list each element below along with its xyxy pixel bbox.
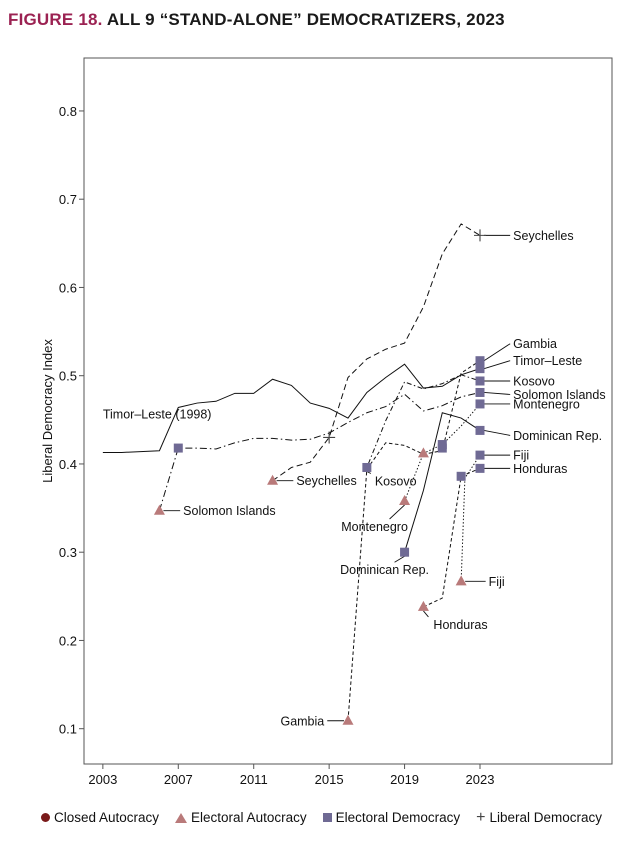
triangle-marker [455, 575, 467, 586]
square-marker [475, 387, 485, 397]
label-leader [483, 343, 511, 362]
chart-axes: 0.1 0.2 0.3 0.4 0.5 0.6 0.7 0.8 2003 2007 2011 2015… [40, 57, 613, 787]
label-leader [423, 610, 429, 618]
square-marker [437, 443, 447, 453]
series-label: Montenegro [513, 397, 580, 411]
series-line [272, 223, 481, 482]
legend-item-electoral-autocracy: Electoral Autocracy [175, 810, 307, 825]
series-line [102, 363, 481, 453]
legend-item-liberal-democracy: + Liberal Democracy [476, 808, 603, 826]
label-leader [394, 555, 405, 563]
series-label: Seychelles [296, 474, 356, 488]
series-lines [102, 223, 481, 721]
square-marker-icon [322, 813, 332, 822]
legend-item-closed-autocracy: Closed Autocracy [40, 810, 160, 825]
series-label: Fiji [489, 575, 505, 589]
square-marker [475, 376, 485, 386]
triangle-marker [153, 504, 165, 515]
legend-item-electoral-democracy: Electoral Democracy [322, 810, 461, 825]
y-axis-label: Liberal Democracy Index [40, 339, 55, 483]
triangle-marker [417, 447, 429, 458]
y-tick-label: 0.7 [59, 192, 77, 207]
legend-label: Electoral Autocracy [191, 810, 307, 825]
series-label: Kosovo [513, 374, 555, 388]
legend-label: Liberal Democracy [489, 810, 603, 825]
series-label: Gambia [280, 714, 324, 728]
plot-frame [83, 57, 613, 765]
series-label: Timor–Leste (1998) [103, 407, 212, 421]
square-marker [475, 463, 485, 473]
series-label: Solomon Islands [513, 388, 605, 402]
triangle-marker [399, 495, 411, 506]
series-label: Montenegro [341, 520, 408, 534]
series-label: Timor–Leste [513, 354, 582, 368]
plus-marker [474, 229, 486, 242]
square-marker [362, 462, 372, 472]
series-label: Honduras [433, 618, 487, 632]
series-line [404, 412, 481, 553]
series-markers [153, 229, 486, 725]
series-line [158, 391, 481, 511]
series-line [423, 467, 481, 608]
square-marker [475, 450, 485, 460]
x-tick-label: 2023 [466, 772, 495, 787]
y-tick-label: 0.8 [59, 104, 77, 119]
series-label: Gambia [513, 337, 557, 351]
series-label: Honduras [513, 462, 567, 476]
label-leaders [163, 234, 511, 722]
x-tick-label: 2015 [315, 772, 344, 787]
label-leader [483, 392, 511, 395]
legend-label: Electoral Democracy [335, 810, 461, 825]
y-tick-label: 0.2 [59, 633, 77, 648]
figure-number: FIGURE 18. [8, 10, 103, 29]
square-marker [475, 364, 485, 374]
chart-legend: Closed Autocracy Electoral Autocracy Ele… [0, 808, 643, 826]
label-leader [389, 504, 405, 520]
x-tick-label: 2007 [164, 772, 193, 787]
triangle-marker [417, 600, 429, 611]
x-tick-label: 2019 [390, 772, 419, 787]
series-label: Dominican Rep. [340, 563, 429, 577]
square-marker [475, 425, 485, 435]
series-label: Seychelles [513, 229, 573, 243]
x-tick-label: 2003 [88, 772, 117, 787]
square-marker [400, 547, 410, 557]
series-label: Fiji [513, 449, 529, 463]
series-labels: Timor–Leste (1998) Timor–Leste Solomon Isl… [103, 229, 606, 728]
square-marker [475, 356, 485, 366]
label-leader [483, 360, 511, 370]
y-tick-label: 0.3 [59, 545, 77, 560]
label-leader [483, 429, 511, 436]
series-line [347, 360, 481, 721]
figure-title: FIGURE 18. ALL 9 “STAND-ALONE” DEMOCRATI… [8, 10, 505, 30]
y-tick-label: 0.5 [59, 369, 77, 384]
triangle-marker [342, 714, 354, 725]
square-marker [456, 471, 466, 481]
plus-marker [323, 431, 336, 444]
figure-title-text: ALL 9 “STAND-ALONE” DEMOCRATIZERS, 2023 [106, 10, 505, 29]
triangle-marker [267, 474, 279, 485]
legend-label: Closed Autocracy [53, 810, 160, 825]
series-label: Dominican Rep. [513, 429, 602, 443]
series-label: Solomon Islands [183, 504, 275, 518]
y-tick-label: 0.4 [59, 457, 77, 472]
square-marker [173, 443, 183, 453]
circle-marker-icon [40, 813, 50, 822]
x-tick-label: 2011 [240, 772, 268, 787]
plus-marker-icon: + [476, 808, 486, 826]
series-label: Kosovo [375, 474, 417, 488]
y-tick-label: 0.6 [59, 280, 77, 295]
y-tick-label: 0.1 [59, 722, 77, 737]
square-marker [475, 399, 485, 409]
triangle-marker-icon [175, 812, 188, 823]
line-chart: 0.1 0.2 0.3 0.4 0.5 0.6 0.7 0.8 2003 2007 2011 2015… [40, 57, 613, 787]
